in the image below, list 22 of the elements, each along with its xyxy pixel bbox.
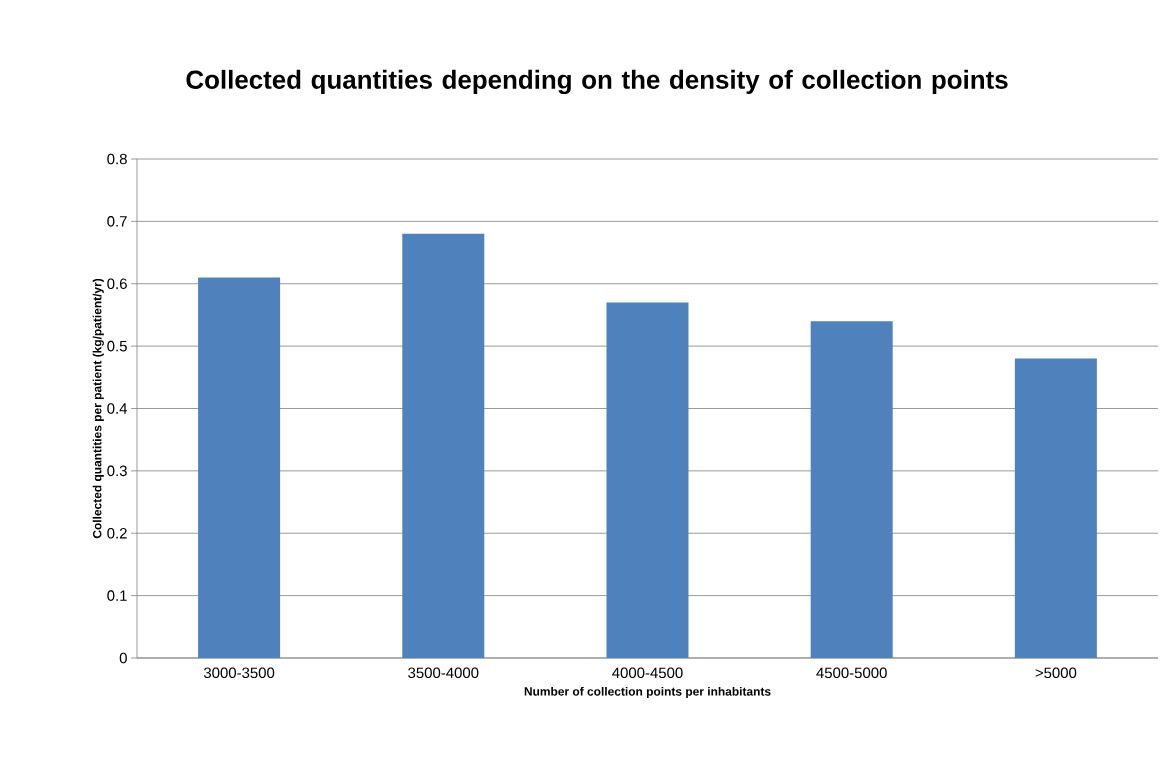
y-tick-label: 0.6: [107, 278, 127, 290]
y-tick-label: 0.1: [107, 590, 127, 601]
y-tick-label: 0.5: [107, 340, 127, 352]
y-tick-label: 0.8: [107, 153, 127, 165]
y-tick-label: 0: [119, 652, 127, 664]
chart-title: Collected quantities depending on the density of collection points: [186, 69, 1008, 95]
bar: [1014, 358, 1097, 658]
bar: [402, 233, 485, 658]
y-tick-label: 0.7: [107, 216, 127, 227]
y-tick-label: 0.4: [107, 403, 128, 414]
bar: [606, 302, 689, 658]
x-tick-label: 3500-4000: [408, 667, 479, 679]
x-axis-title: Number of collection points per inhabitants: [524, 686, 771, 699]
y-tick-label: 0.2: [107, 527, 127, 539]
y-tick-label: 0.3: [107, 465, 127, 477]
x-tick-label: 4500-5000: [816, 667, 887, 679]
y-axis-title: Collected quantities per patient (kg/patient/yr): [92, 278, 104, 539]
bar: [810, 321, 893, 658]
x-tick-label: >5000: [1035, 667, 1077, 679]
x-tick-label: 3000-3500: [203, 667, 275, 679]
x-tick-label: 4000-4500: [612, 667, 683, 679]
bar: [198, 277, 281, 658]
